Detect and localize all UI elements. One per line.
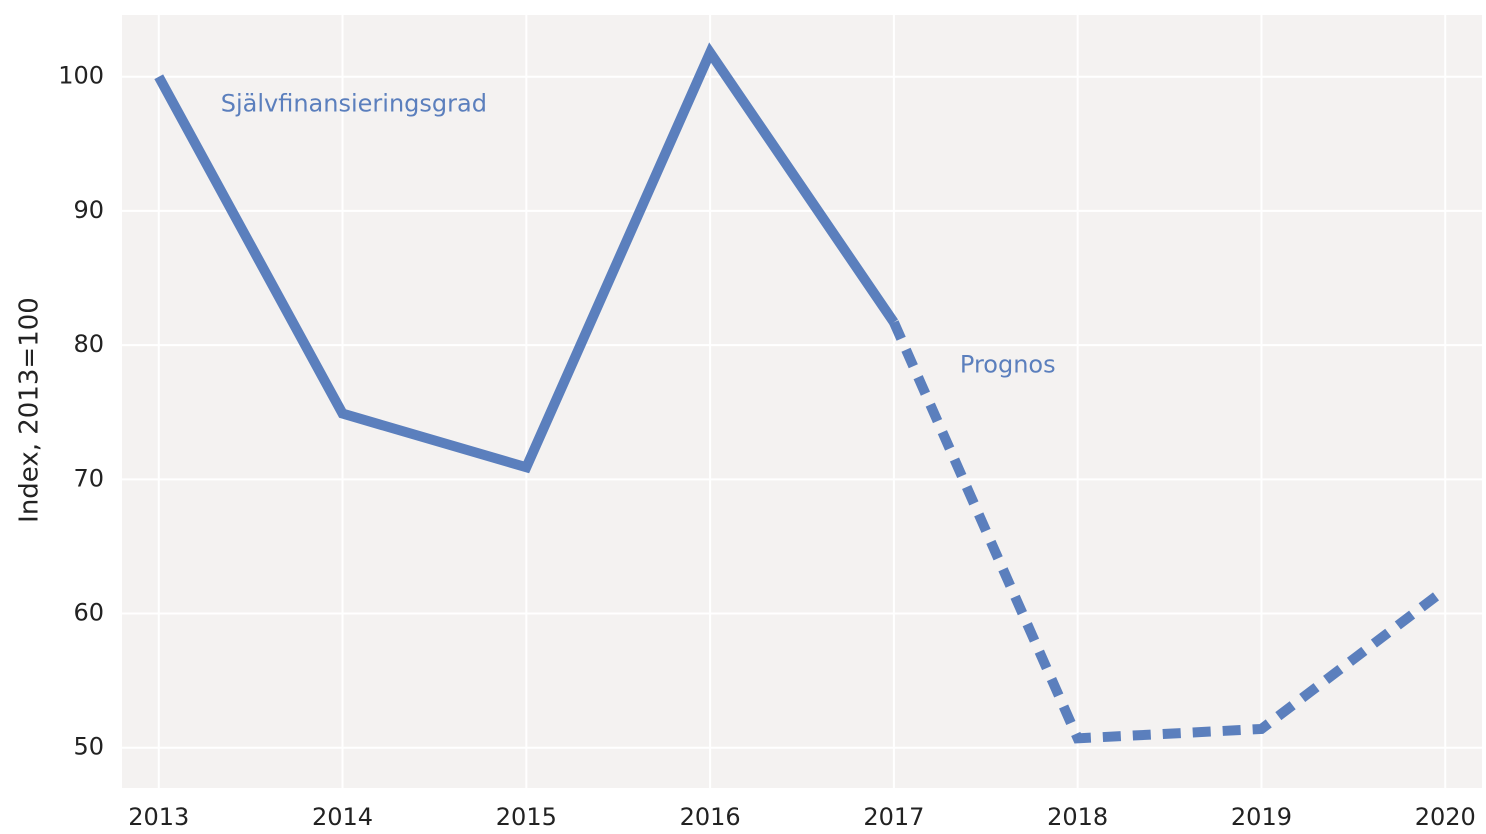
- plot-area: [122, 15, 1482, 788]
- y-axis-label: Index, 2013=100: [15, 297, 45, 523]
- x-tick-label: 2013: [128, 803, 189, 831]
- y-tick-label: 100: [58, 62, 104, 90]
- x-tick-label: 2020: [1415, 803, 1476, 831]
- y-tick-label: 80: [73, 330, 104, 358]
- series-label: Självfinansieringsgrad: [221, 90, 487, 118]
- x-tick-label: 2014: [312, 803, 373, 831]
- series-label: Prognos: [960, 350, 1056, 378]
- line-series: [889, 320, 1449, 744]
- line-series: [154, 42, 899, 474]
- x-tick-label: 2018: [1047, 803, 1108, 831]
- x-tick-label: 2017: [863, 803, 924, 831]
- y-tick-label: 90: [73, 196, 104, 224]
- x-tick-label: 2019: [1231, 803, 1292, 831]
- x-tick-label: 2016: [680, 803, 741, 831]
- y-tick-label: 60: [73, 599, 104, 627]
- y-tick-label: 50: [73, 733, 104, 761]
- y-tick-label: 70: [73, 464, 104, 492]
- x-tick-label: 2015: [496, 803, 557, 831]
